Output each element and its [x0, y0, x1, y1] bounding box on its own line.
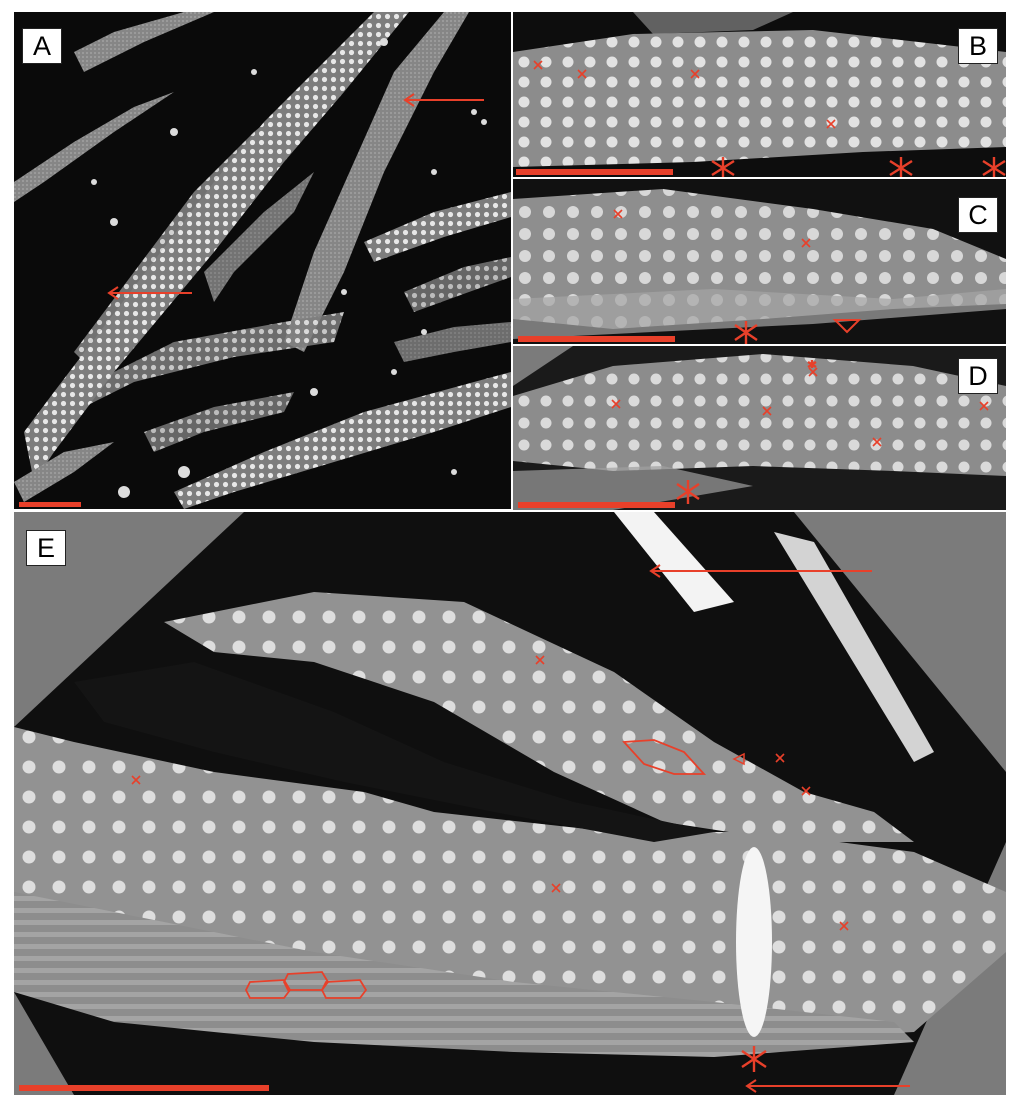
x-markers — [533, 60, 836, 129]
panel-b-image — [513, 12, 1006, 177]
panel-a-micrograph: A — [14, 12, 511, 509]
bright-streak — [736, 847, 772, 1037]
fibril — [14, 92, 174, 202]
arrow-annotation — [649, 564, 872, 578]
panel-d-label: D — [958, 358, 998, 394]
asterisk-markers — [734, 321, 758, 344]
triangle-marker — [732, 752, 745, 766]
fibril — [74, 12, 214, 72]
scale-bar — [516, 169, 673, 175]
scale-bar — [518, 336, 675, 342]
triangle-marker — [832, 319, 862, 334]
fibril — [74, 312, 344, 412]
scale-bar — [19, 1085, 269, 1091]
panel-e-micrograph: E — [14, 512, 1006, 1095]
x-markers — [613, 209, 811, 248]
particles — [91, 38, 487, 498]
panel-e-label: E — [26, 530, 66, 566]
arrow-annotation — [403, 93, 484, 107]
fibril — [164, 592, 914, 842]
fibril — [204, 172, 314, 302]
fibril — [24, 12, 409, 482]
scale-bar — [19, 502, 81, 507]
outline-annotation — [622, 739, 707, 775]
panel-a-image — [14, 12, 511, 509]
arrow-annotation — [107, 286, 192, 300]
panel-c-label: C — [958, 197, 998, 233]
asterisk-markers — [711, 157, 1006, 177]
panel-e-image — [14, 512, 1006, 1095]
fibril — [174, 372, 511, 509]
fibril — [74, 72, 344, 382]
panel-c-image — [513, 179, 1006, 344]
panel-d-micrograph: D — [513, 346, 1006, 510]
arrow-annotation — [745, 1079, 910, 1093]
fibril — [14, 892, 914, 1057]
fibril — [364, 192, 511, 262]
panel-d-image — [513, 346, 1006, 510]
fibril — [144, 392, 294, 452]
asterisk-markers — [676, 360, 817, 504]
panel-b-micrograph: B — [513, 12, 1006, 177]
bright-streak — [614, 512, 734, 612]
scale-bar — [518, 502, 675, 508]
fibril — [284, 12, 469, 352]
x-markers — [131, 655, 849, 931]
asterisk-markers — [741, 1046, 767, 1072]
panel-b-label: B — [958, 28, 998, 64]
bright-streak — [774, 532, 934, 762]
fibril — [394, 322, 511, 362]
x-markers — [611, 367, 989, 447]
panel-a-label: A — [22, 28, 62, 64]
panel-c-micrograph: C — [513, 179, 1006, 344]
fibril — [14, 442, 114, 502]
fibril — [404, 257, 511, 312]
hexagon-annotations — [244, 971, 368, 999]
